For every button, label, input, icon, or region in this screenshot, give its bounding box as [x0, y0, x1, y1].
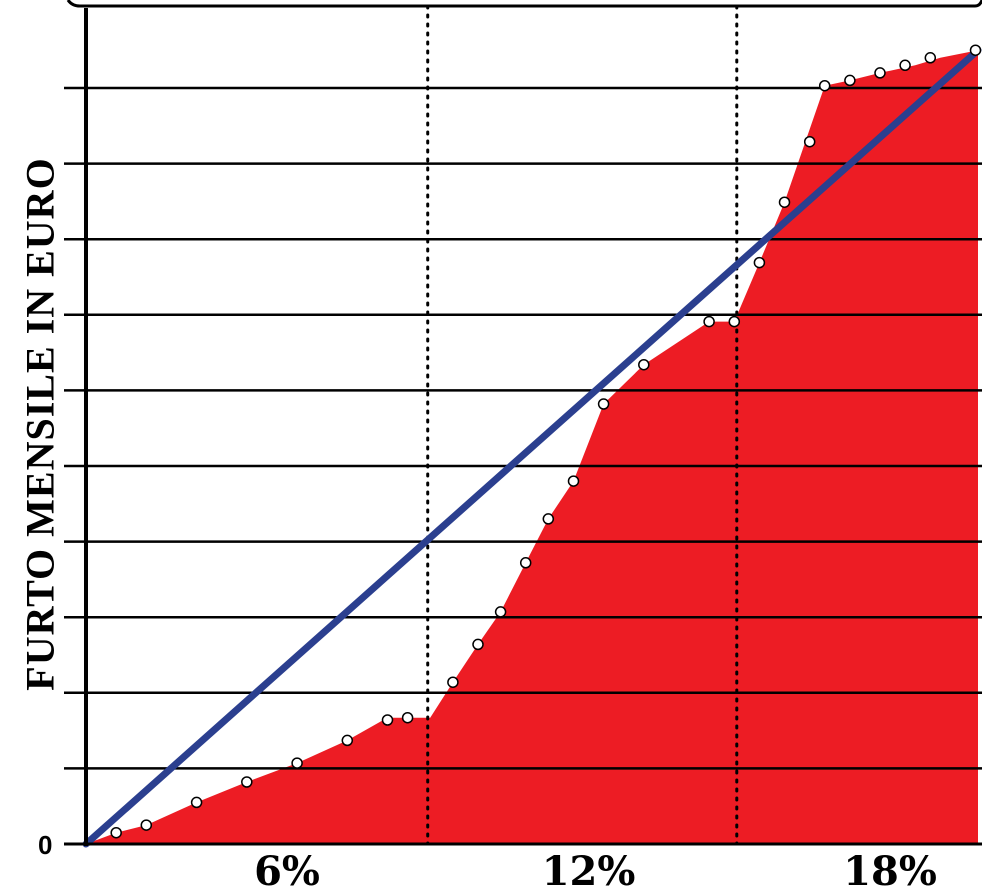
data-point: [818, 79, 831, 92]
data-point: [753, 256, 766, 269]
x-tick-label-6: 6%: [254, 848, 320, 895]
data-point: [899, 59, 911, 72]
x-tick-label-12: 12%: [541, 848, 636, 895]
data-point: [703, 315, 715, 328]
trend-line: [82, 46, 982, 848]
data-point: [542, 513, 555, 525]
data-point: [597, 398, 610, 410]
data-point: [140, 819, 153, 831]
data-point: [874, 67, 886, 79]
data-point: [728, 315, 741, 328]
data-point: [291, 757, 303, 769]
data-point: [341, 734, 354, 747]
axis-layer: [64, 0, 982, 846]
data-point: [519, 557, 532, 569]
data-point: [472, 638, 484, 651]
data-point: [381, 714, 394, 726]
point-layer: [110, 44, 982, 839]
data-point: [924, 52, 937, 64]
data-point: [401, 711, 414, 724]
area-layer: [86, 50, 978, 844]
trend-line-layer: [82, 46, 982, 848]
data-point: [778, 196, 791, 208]
data-point: [241, 776, 253, 788]
data-point: [969, 44, 982, 56]
data-point: [638, 358, 650, 371]
data-point: [110, 826, 122, 839]
area-fill: [86, 50, 978, 844]
data-point: [567, 475, 580, 487]
data-point: [447, 676, 459, 688]
y-tick-label-zero: 0: [38, 830, 53, 860]
top-frame: [66, 0, 982, 8]
data-point: [494, 606, 507, 618]
data-point: [190, 796, 203, 809]
x-tick-label-18: 18%: [843, 848, 937, 895]
data-point: [844, 74, 856, 87]
y-axis-label: FURTO MENSILE IN EURO: [17, 157, 63, 691]
data-point: [803, 135, 816, 148]
